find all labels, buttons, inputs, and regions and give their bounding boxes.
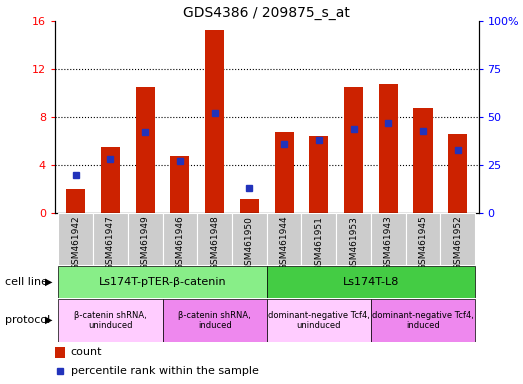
Bar	[301, 213, 336, 265]
Bar	[240, 199, 259, 213]
Text: ▶: ▶	[45, 277, 52, 287]
Bar	[135, 87, 155, 213]
Text: GSM461947: GSM461947	[106, 216, 115, 270]
Text: cell line: cell line	[5, 277, 48, 287]
Bar	[371, 213, 406, 265]
Bar	[66, 189, 85, 213]
Bar	[128, 213, 163, 265]
Text: β-catenin shRNA,
uninduced: β-catenin shRNA, uninduced	[74, 311, 147, 330]
Bar	[448, 134, 467, 213]
Bar	[344, 87, 363, 213]
Bar	[267, 266, 475, 298]
Bar	[371, 299, 475, 342]
Bar	[93, 213, 128, 265]
Text: dominant-negative Tcf4,
induced: dominant-negative Tcf4, induced	[372, 311, 474, 330]
Title: GDS4386 / 209875_s_at: GDS4386 / 209875_s_at	[183, 6, 350, 20]
Text: GSM461949: GSM461949	[141, 216, 150, 270]
Bar	[59, 213, 93, 265]
Text: GSM461952: GSM461952	[453, 216, 462, 270]
Text: GSM461946: GSM461946	[175, 216, 185, 270]
Bar	[379, 84, 398, 213]
Bar	[59, 299, 163, 342]
Bar	[205, 30, 224, 213]
Text: GSM461953: GSM461953	[349, 216, 358, 271]
Text: Ls174T-L8: Ls174T-L8	[343, 277, 399, 287]
Text: β-catenin shRNA,
induced: β-catenin shRNA, induced	[178, 311, 251, 330]
Text: ▶: ▶	[45, 315, 52, 325]
Text: GSM461943: GSM461943	[384, 216, 393, 270]
Text: GSM461944: GSM461944	[280, 216, 289, 270]
Text: GSM461942: GSM461942	[71, 216, 80, 270]
Bar	[163, 299, 267, 342]
Bar	[59, 266, 267, 298]
Text: GSM461945: GSM461945	[418, 216, 427, 270]
Bar	[163, 213, 197, 265]
Text: count: count	[71, 347, 103, 357]
Bar	[275, 131, 293, 213]
Bar	[197, 213, 232, 265]
Bar	[414, 108, 433, 213]
Text: dominant-negative Tcf4,
uninduced: dominant-negative Tcf4, uninduced	[268, 311, 370, 330]
Text: percentile rank within the sample: percentile rank within the sample	[71, 366, 259, 376]
Text: GSM461950: GSM461950	[245, 216, 254, 271]
Bar	[170, 156, 189, 213]
Text: Ls174T-pTER-β-catenin: Ls174T-pTER-β-catenin	[99, 277, 226, 287]
Bar	[406, 213, 440, 265]
Bar	[267, 299, 371, 342]
Bar	[440, 213, 475, 265]
Bar	[336, 213, 371, 265]
Bar	[232, 213, 267, 265]
Bar	[101, 147, 120, 213]
Text: GSM461948: GSM461948	[210, 216, 219, 270]
Text: protocol: protocol	[5, 315, 51, 325]
Bar	[267, 213, 301, 265]
Text: GSM461951: GSM461951	[314, 216, 323, 271]
Bar	[309, 136, 328, 213]
Bar	[55, 347, 65, 358]
